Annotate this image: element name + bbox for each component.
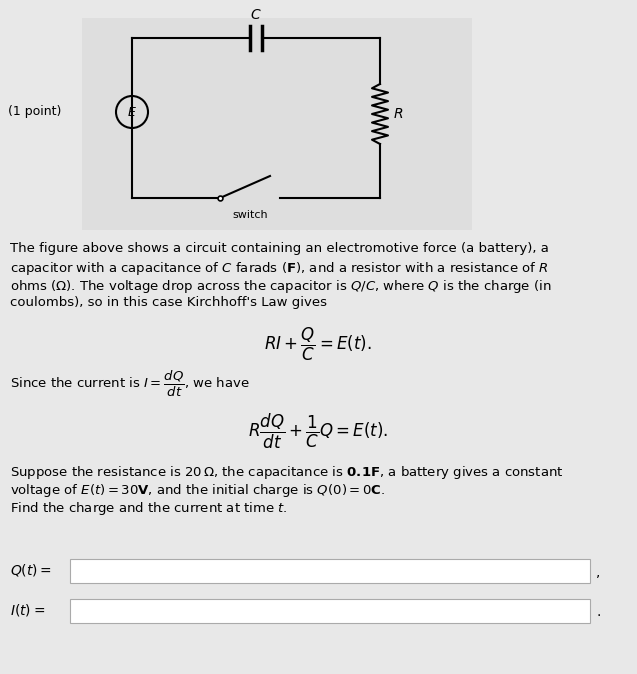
Text: $C$: $C$: [250, 8, 262, 22]
Text: ohms ($\Omega$). The voltage drop across the capacitor is $Q/C$, where $Q$ is th: ohms ($\Omega$). The voltage drop across…: [10, 278, 552, 295]
Text: voltage of $E(t) = 30\mathbf{V}$, and the initial charge is $Q(0) = 0\mathbf{C}$: voltage of $E(t) = 30\mathbf{V}$, and th…: [10, 482, 385, 499]
Text: $I(t) =$: $I(t) =$: [10, 602, 45, 618]
Text: switch: switch: [233, 210, 268, 220]
Text: $E$: $E$: [127, 106, 137, 119]
FancyBboxPatch shape: [70, 559, 590, 583]
Text: $R\dfrac{dQ}{dt} + \dfrac{1}{C}Q = E(t).$: $R\dfrac{dQ}{dt} + \dfrac{1}{C}Q = E(t).…: [248, 412, 388, 451]
FancyBboxPatch shape: [82, 18, 472, 230]
Text: .: .: [596, 605, 601, 619]
Text: $R$: $R$: [393, 107, 403, 121]
Text: capacitor with a capacitance of $C$ farads ($\mathbf{F}$), and a resistor with a: capacitor with a capacitance of $C$ fara…: [10, 260, 548, 277]
Text: Suppose the resistance is $20\,\Omega$, the capacitance is $\mathbf{0.1F}$, a ba: Suppose the resistance is $20\,\Omega$, …: [10, 464, 564, 481]
Text: ,: ,: [596, 565, 601, 579]
Text: $Q(t) =$: $Q(t) =$: [10, 562, 52, 578]
Text: Since the current is $I = \dfrac{dQ}{dt}$, we have: Since the current is $I = \dfrac{dQ}{dt}…: [10, 369, 250, 399]
Text: (1 point): (1 point): [8, 106, 61, 119]
Text: The figure above shows a circuit containing an electromotive force (a battery), : The figure above shows a circuit contain…: [10, 242, 549, 255]
Text: coulombs), so in this case Kirchhoff's Law gives: coulombs), so in this case Kirchhoff's L…: [10, 296, 327, 309]
Text: Find the charge and the current at time $t$.: Find the charge and the current at time …: [10, 500, 287, 517]
Text: $RI + \dfrac{Q}{C} = E(t).$: $RI + \dfrac{Q}{C} = E(t).$: [264, 326, 372, 363]
FancyBboxPatch shape: [70, 599, 590, 623]
